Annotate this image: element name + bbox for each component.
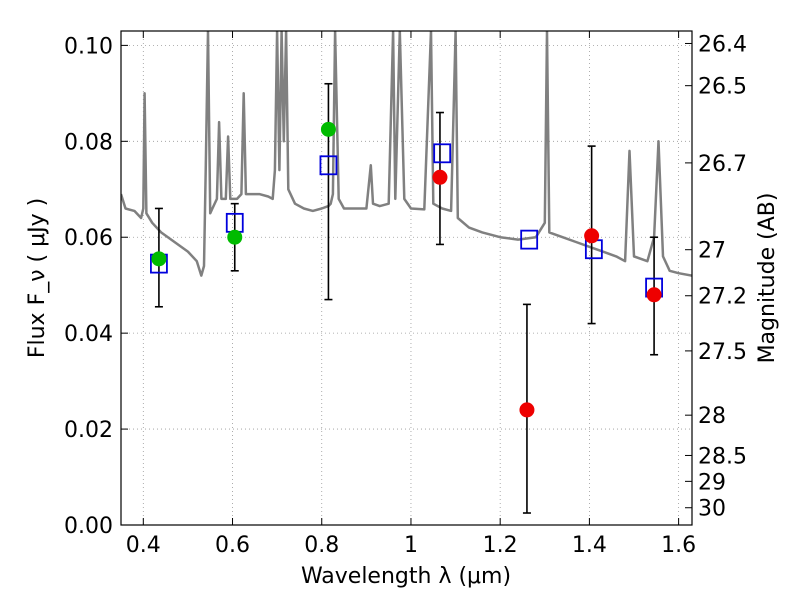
plot-frame	[120, 30, 693, 526]
y-tick-label: 0.02	[64, 418, 113, 443]
ticks: 0.4 0.6 0.8 1 1.2 1.4 1.6 0.00 0.02 0.04 0.06 0.08 0…	[64, 31, 747, 558]
y-tick-label: 0.06	[64, 226, 113, 251]
y-tick-label: 0.00	[64, 514, 113, 539]
right-tick-label: 26.4	[698, 32, 747, 57]
y-tick-label: 0.08	[64, 130, 113, 155]
data-point	[320, 121, 336, 137]
right-tick-label: 30	[698, 497, 726, 522]
data-point	[432, 169, 448, 185]
x-tick-label: 1.4	[572, 533, 607, 558]
spectrum-line	[121, 31, 692, 277]
right-tick-label: 27.5	[698, 340, 747, 365]
model-square	[520, 229, 539, 250]
y-tick-label: 0.10	[64, 34, 113, 59]
data-point	[151, 251, 167, 267]
x-tick-label: 0.4	[126, 533, 161, 558]
right-tick-label: 29	[698, 470, 726, 495]
y-tick-label: 0.04	[64, 322, 113, 347]
x-tick-label: 0.6	[215, 533, 250, 558]
right-axis-label: Magnitude (AB)	[755, 193, 780, 364]
right-tick-label: 26.5	[698, 75, 747, 100]
x-tick-label: 1.6	[661, 533, 696, 558]
data-point	[519, 402, 535, 418]
data-point	[227, 229, 243, 245]
x-axis-label: Wavelength λ (μm)	[301, 564, 511, 589]
model-square	[433, 143, 452, 164]
plot-area	[121, 31, 692, 514]
x-tick-label: 0.8	[304, 533, 339, 558]
right-tick-label: 27.2	[698, 285, 747, 310]
y-axis-label: Flux F_ν ( μJy )	[25, 198, 50, 358]
right-tick-label: 27	[698, 239, 726, 264]
data-point	[584, 228, 600, 244]
data-point	[646, 287, 662, 303]
right-tick-label: 26.7	[698, 152, 747, 177]
right-tick-label: 28	[698, 404, 726, 429]
right-tick-label: 28.5	[698, 444, 747, 469]
x-tick-label: 1	[404, 533, 418, 558]
x-tick-label: 1.2	[483, 533, 518, 558]
model-square	[319, 155, 338, 176]
